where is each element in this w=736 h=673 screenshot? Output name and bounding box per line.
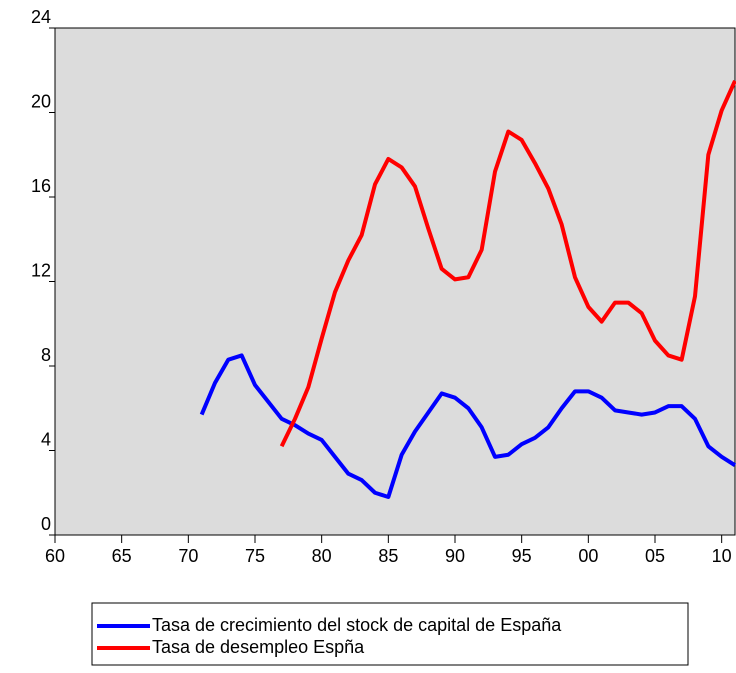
x-tick-label: 95 xyxy=(512,546,532,566)
y-tick-label: 20 xyxy=(31,91,51,111)
x-tick-label: 75 xyxy=(245,546,265,566)
legend-label: Tasa de desempleo Espña xyxy=(152,637,365,657)
y-tick-label: 0 xyxy=(41,514,51,534)
legend-box xyxy=(91,602,689,666)
y-tick-label: 4 xyxy=(41,429,51,449)
x-tick-label: 10 xyxy=(712,546,732,566)
x-tick-label: 60 xyxy=(45,546,65,566)
y-tick-label: 12 xyxy=(31,260,51,280)
x-tick-label: 00 xyxy=(578,546,598,566)
series-line xyxy=(199,353,736,499)
x-tick-label: 90 xyxy=(445,546,465,566)
y-tick-label: 8 xyxy=(41,345,51,365)
y-tick-label: 24 xyxy=(31,7,51,27)
y-tick-label: 16 xyxy=(31,176,51,196)
legend-label: Tasa de crecimiento del stock de capital… xyxy=(152,615,562,635)
x-tick-label: 80 xyxy=(312,546,332,566)
plot-area xyxy=(54,27,736,536)
series-line xyxy=(279,79,736,448)
x-tick-label: 05 xyxy=(645,546,665,566)
x-tick-label: 65 xyxy=(112,546,132,566)
x-tick-label: 85 xyxy=(378,546,398,566)
x-tick-label: 70 xyxy=(178,546,198,566)
